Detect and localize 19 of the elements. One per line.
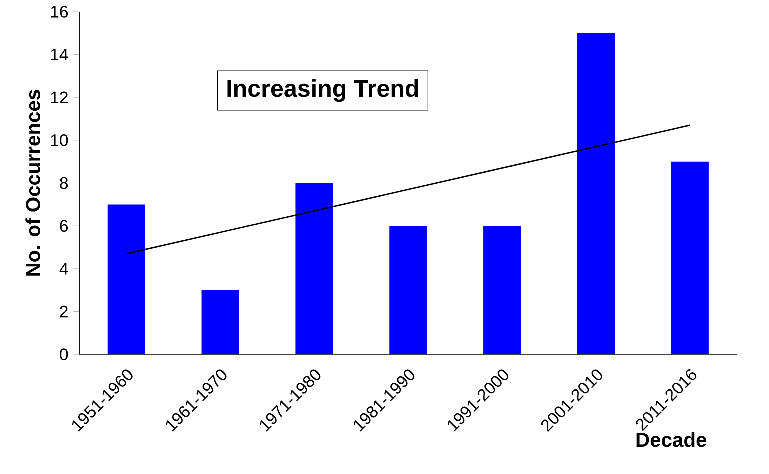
- y-tick-label: 16: [51, 6, 68, 18]
- y-tick-label: 14: [51, 48, 68, 60]
- y-tick-label: 10: [51, 134, 68, 146]
- x-axis-title: Decade: [636, 432, 707, 448]
- bar: [202, 290, 240, 355]
- y-tick-label: 8: [60, 177, 68, 190]
- bar: [296, 183, 334, 355]
- bar: [390, 226, 428, 355]
- bar: [671, 162, 709, 355]
- y-tick-label: 0: [60, 348, 68, 360]
- bar: [108, 204, 146, 355]
- annotation: Increasing Trend: [228, 79, 418, 102]
- y-tick-label: 2: [60, 306, 68, 318]
- y-tick-label: 4: [60, 263, 68, 275]
- bar: [577, 33, 616, 355]
- bar: [484, 226, 522, 355]
- y-tick-label: 6: [60, 220, 68, 232]
- y-axis-title: No. of Occurrences: [26, 90, 40, 276]
- y-tick-label: 12: [51, 92, 68, 104]
